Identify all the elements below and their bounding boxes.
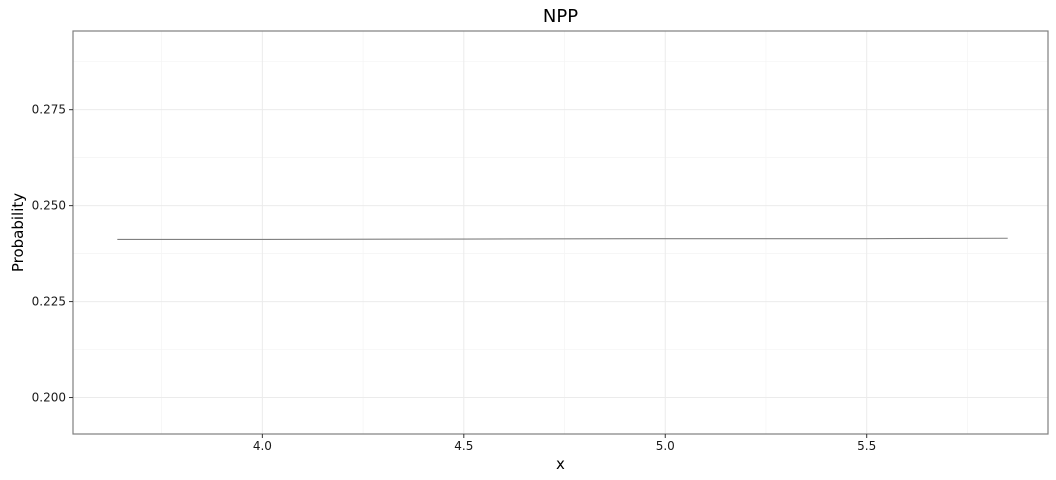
plot-panel bbox=[73, 31, 1048, 434]
y-tick-label: 0.275 bbox=[32, 103, 66, 117]
y-tick-label: 0.200 bbox=[32, 391, 66, 405]
y-axis-title: Probability bbox=[9, 193, 27, 272]
axes: 4.0 4.5 5.0 5.5 0.200 0.225 0.250 0.275 bbox=[32, 103, 877, 453]
x-axis-title: x bbox=[556, 455, 565, 473]
x-tick-label: 4.0 bbox=[253, 439, 272, 453]
series-line bbox=[117, 237, 1008, 240]
grid bbox=[73, 31, 1048, 434]
chart-title: NPP bbox=[543, 6, 578, 27]
y-tick-label: 0.225 bbox=[32, 295, 66, 309]
x-tick-label: 5.5 bbox=[857, 439, 876, 453]
series-layer bbox=[117, 237, 1008, 240]
y-tick-label: 0.250 bbox=[32, 199, 66, 213]
x-tick-label: 4.5 bbox=[454, 439, 473, 453]
x-tick-label: 5.0 bbox=[656, 439, 675, 453]
plot-panel-border bbox=[72, 30, 1049, 435]
